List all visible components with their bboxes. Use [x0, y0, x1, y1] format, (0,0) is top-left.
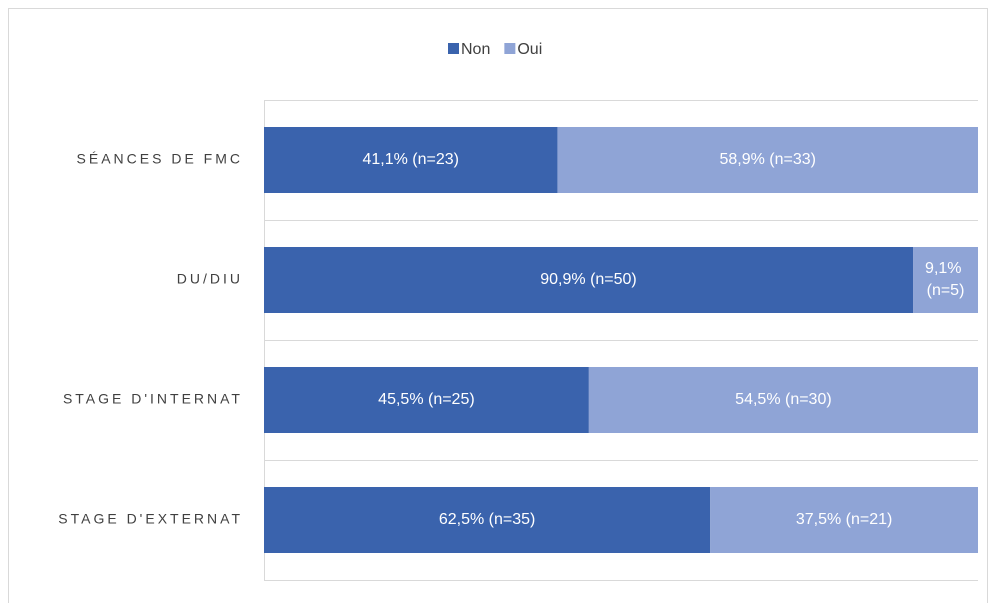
category-label: SÉANCES DE FMC: [77, 151, 243, 167]
data-label: 90,9% (n=50): [540, 271, 637, 288]
bar-segment: [264, 487, 711, 553]
category-label: STAGE D'INTERNAT: [63, 391, 243, 407]
bar-segment: [588, 367, 978, 433]
data-label: 58,9% (n=33): [719, 151, 816, 168]
bar-segment: [710, 487, 978, 553]
bar-segment: [913, 247, 978, 313]
data-label: 54,5% (n=30): [735, 391, 832, 408]
data-label: 45,5% (n=25): [378, 391, 475, 408]
bar-segment: [264, 367, 589, 433]
bar-segment: [264, 247, 914, 313]
data-label: 37,5% (n=21): [796, 511, 893, 528]
category-label: DU/DIU: [177, 271, 243, 287]
legend-swatch: [448, 43, 459, 54]
bar-segment: [264, 127, 558, 193]
legend-swatch: [504, 43, 516, 54]
data-label: 41,1% (n=23): [362, 151, 459, 168]
data-label: 9,1% (n=5): [925, 260, 966, 299]
data-label: 62,5% (n=35): [439, 511, 536, 528]
category-label: STAGE D'EXTERNAT: [58, 511, 243, 527]
legend-label: Oui: [517, 41, 542, 58]
bar-segment: [557, 127, 978, 193]
legend-label: Non: [461, 41, 490, 58]
chart-frame: [8, 8, 988, 603]
